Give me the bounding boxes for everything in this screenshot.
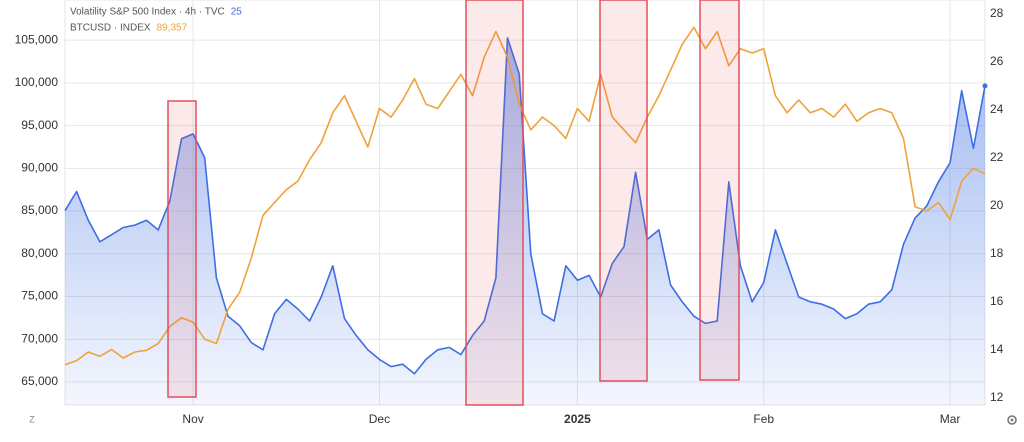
settings-dot[interactable] <box>1010 418 1014 422</box>
y2-tick-label: 12 <box>990 390 1004 404</box>
y2-tick-label: 28 <box>990 6 1004 20</box>
highlight-box <box>167 100 197 398</box>
legend-value: 89,357 <box>157 23 188 34</box>
legend-value: 25 <box>231 7 243 18</box>
legend-name: BTCUSD · INDEX <box>70 23 151 34</box>
y2-tick-label: 26 <box>990 54 1004 68</box>
x-tick-label: Dec <box>369 412 390 426</box>
y2-tick-label: 16 <box>990 294 1004 308</box>
y-tick-label: 65,000 <box>21 374 58 388</box>
y-tick-label: 90,000 <box>21 160 58 174</box>
x-tick-label: Nov <box>182 412 203 426</box>
line <box>64 26 986 366</box>
y-tick-label: 85,000 <box>21 203 58 217</box>
x-tick-label: Feb <box>753 412 774 426</box>
x-tick-label: 2025 <box>564 412 591 426</box>
y-tick-label: 80,000 <box>21 246 58 260</box>
corner-label: Z <box>29 414 35 424</box>
plot <box>64 26 988 406</box>
highlight-box <box>699 0 740 381</box>
y-tick-label: 100,000 <box>15 75 59 89</box>
line <box>64 37 986 375</box>
labels: 65,000 70,000 75,000 80,000 85,000 90,000 95,0… <box>15 6 1004 426</box>
y2-tick-label: 18 <box>990 246 1004 260</box>
y-tick-label: 95,000 <box>21 118 58 132</box>
settings-ring[interactable] <box>1007 415 1017 425</box>
legend-name: Volatility S&P 500 Index · 4h · TVC <box>70 7 225 18</box>
x-tick-label: Mar <box>940 412 961 426</box>
highlight-box <box>465 0 524 406</box>
y2-tick-label: 20 <box>990 198 1004 212</box>
y-tick-label: 75,000 <box>21 289 58 303</box>
highlight-box <box>599 0 648 382</box>
y-tick-label: 105,000 <box>15 32 59 46</box>
area <box>65 37 985 406</box>
y-tick-label: 70,000 <box>21 331 58 345</box>
y2-tick-label: 24 <box>990 102 1004 116</box>
last-point <box>982 83 988 89</box>
y2-tick-label: 22 <box>990 150 1004 164</box>
y2-tick-label: 14 <box>990 342 1004 356</box>
settings-icon[interactable] <box>1007 415 1017 425</box>
